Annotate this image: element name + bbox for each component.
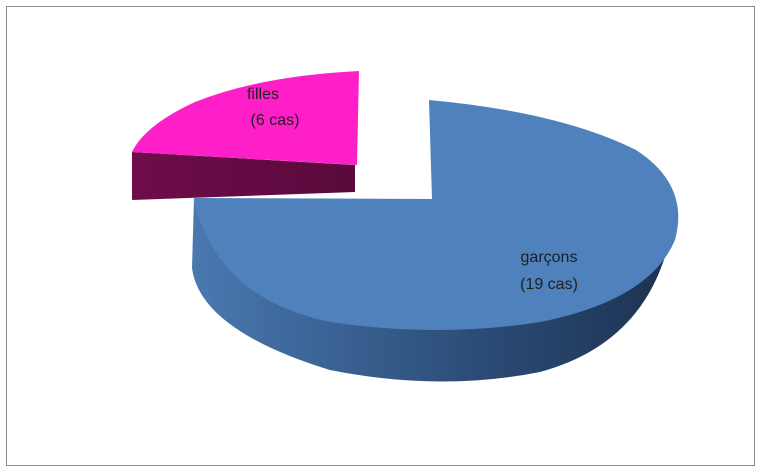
label-filles-line1: filles xyxy=(247,86,279,103)
label-garcons-line1: garçons xyxy=(521,249,578,266)
slice-garcons-top xyxy=(194,100,679,330)
slice-filles xyxy=(132,71,359,200)
slice-garcons xyxy=(192,100,679,382)
label-garcons-line2: (19 cas) xyxy=(520,276,578,293)
slice-filles-side xyxy=(132,152,355,200)
slice-filles-top xyxy=(132,71,359,165)
slice-garcons-side xyxy=(192,198,677,382)
label-filles-line2: (6 cas) xyxy=(251,112,300,129)
